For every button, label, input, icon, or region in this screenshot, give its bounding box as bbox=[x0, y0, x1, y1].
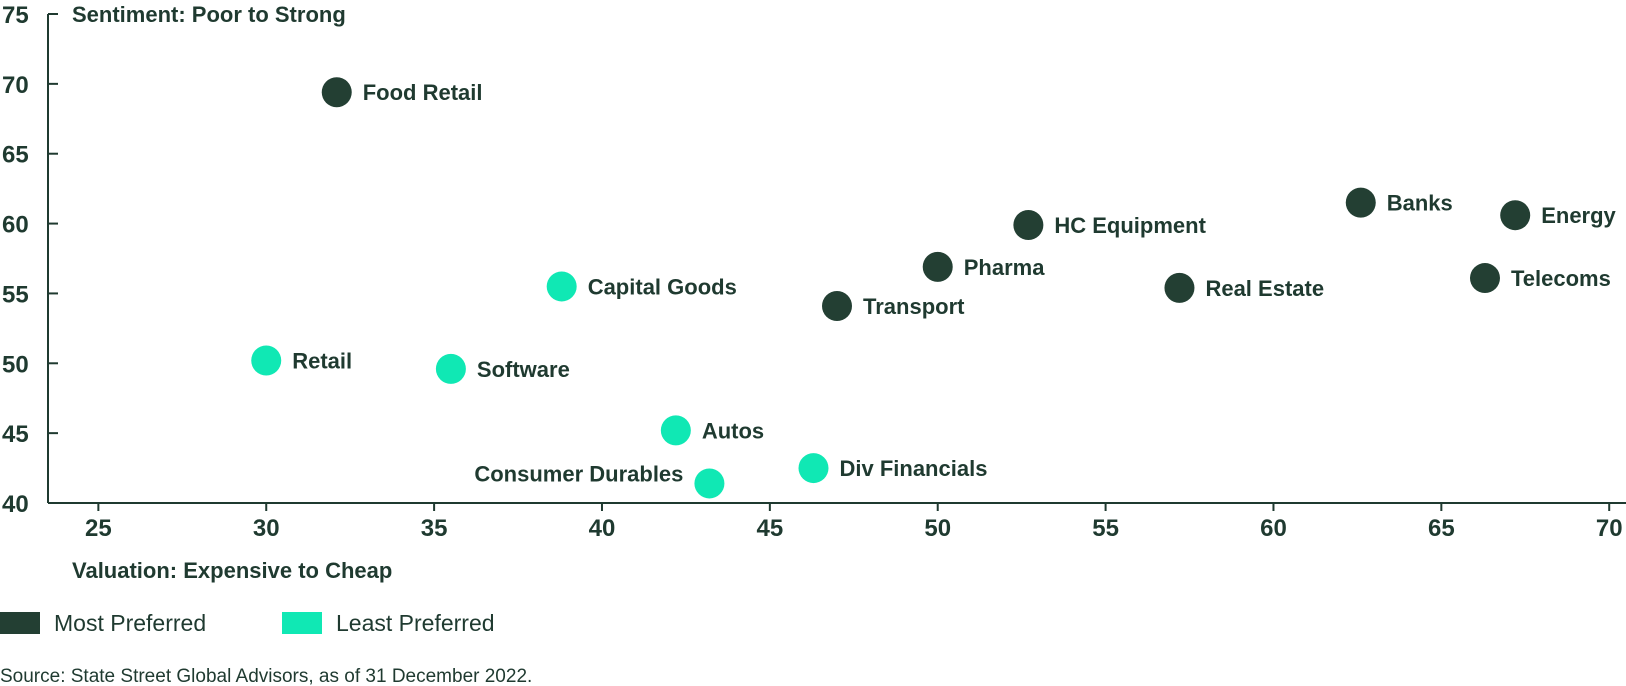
y-tick-labels: 40 45 50 55 60 65 70 75 bbox=[2, 2, 58, 518]
y-axis-title: Sentiment: Poor to Strong bbox=[72, 2, 346, 27]
point-label-banks: Banks bbox=[1387, 191, 1453, 216]
point-consumer-durables bbox=[694, 468, 725, 499]
y-tick-label-65: 65 bbox=[2, 142, 29, 169]
y-tick-label-60: 60 bbox=[2, 212, 29, 239]
point-label-software: Software bbox=[477, 357, 570, 382]
point-food-retail bbox=[321, 77, 352, 108]
point-label-div-financials: Div Financials bbox=[839, 456, 987, 481]
point-label-food-retail: Food Retail bbox=[363, 80, 483, 105]
point-label-consumer-durables: Consumer Durables bbox=[474, 461, 683, 486]
x-tick-label-55: 55 bbox=[1092, 515, 1119, 542]
x-tick-label-35: 35 bbox=[421, 515, 448, 542]
point-label-retail: Retail bbox=[292, 348, 352, 373]
y-tick-label-45: 45 bbox=[2, 421, 29, 448]
point-label-pharma: Pharma bbox=[964, 255, 1045, 280]
x-axis-title: Valuation: Expensive to Cheap bbox=[72, 558, 392, 583]
legend-swatch-most-preferred bbox=[0, 612, 40, 634]
x-tick-label-45: 45 bbox=[756, 515, 783, 542]
point-retail bbox=[251, 345, 282, 376]
point-label-hc-equipment: HC Equipment bbox=[1054, 213, 1206, 238]
point-div-financials bbox=[798, 453, 829, 484]
legend-label-least-preferred: Least Preferred bbox=[336, 610, 495, 636]
legend-swatch-least-preferred bbox=[282, 612, 322, 634]
point-label-telecoms: Telecoms bbox=[1511, 266, 1611, 291]
data-points: Food Retail HC Equipment Banks Energy Pharma… bbox=[251, 77, 1617, 499]
x-tick-label-50: 50 bbox=[924, 515, 951, 542]
y-tick-label-40: 40 bbox=[2, 491, 29, 518]
point-real-estate bbox=[1164, 272, 1195, 303]
x-tick-label-65: 65 bbox=[1428, 515, 1455, 542]
point-label-energy: Energy bbox=[1541, 203, 1616, 228]
y-tick-label-75: 75 bbox=[2, 2, 29, 29]
point-banks bbox=[1345, 187, 1376, 218]
point-autos bbox=[660, 415, 691, 446]
point-pharma bbox=[922, 251, 953, 282]
point-software bbox=[435, 353, 466, 384]
legend-label-most-preferred: Most Preferred bbox=[54, 610, 206, 636]
point-label-capital-goods: Capital Goods bbox=[588, 274, 737, 299]
x-tick-label-70: 70 bbox=[1596, 515, 1623, 542]
y-tick-label-55: 55 bbox=[2, 281, 29, 308]
x-tick-label-60: 60 bbox=[1260, 515, 1287, 542]
source-note: Source: State Street Global Advisors, as… bbox=[0, 666, 532, 686]
x-tick-labels: 25 30 35 40 45 50 55 60 65 70 bbox=[85, 503, 1623, 542]
point-label-autos: Autos bbox=[702, 418, 764, 443]
y-tick-label-70: 70 bbox=[2, 72, 29, 99]
x-tick-label-40: 40 bbox=[589, 515, 616, 542]
point-label-transport: Transport bbox=[863, 294, 965, 319]
point-capital-goods bbox=[546, 271, 577, 302]
point-energy bbox=[1500, 200, 1531, 231]
point-label-real-estate: Real Estate bbox=[1205, 276, 1324, 301]
point-hc-equipment bbox=[1013, 209, 1044, 240]
y-tick-label-50: 50 bbox=[2, 351, 29, 378]
point-telecoms bbox=[1469, 263, 1500, 294]
legend: Most Preferred Least Preferred bbox=[0, 610, 495, 636]
x-tick-label-25: 25 bbox=[85, 515, 112, 542]
point-transport bbox=[822, 291, 852, 322]
axes bbox=[47, 14, 1626, 504]
x-tick-label-30: 30 bbox=[253, 515, 280, 542]
